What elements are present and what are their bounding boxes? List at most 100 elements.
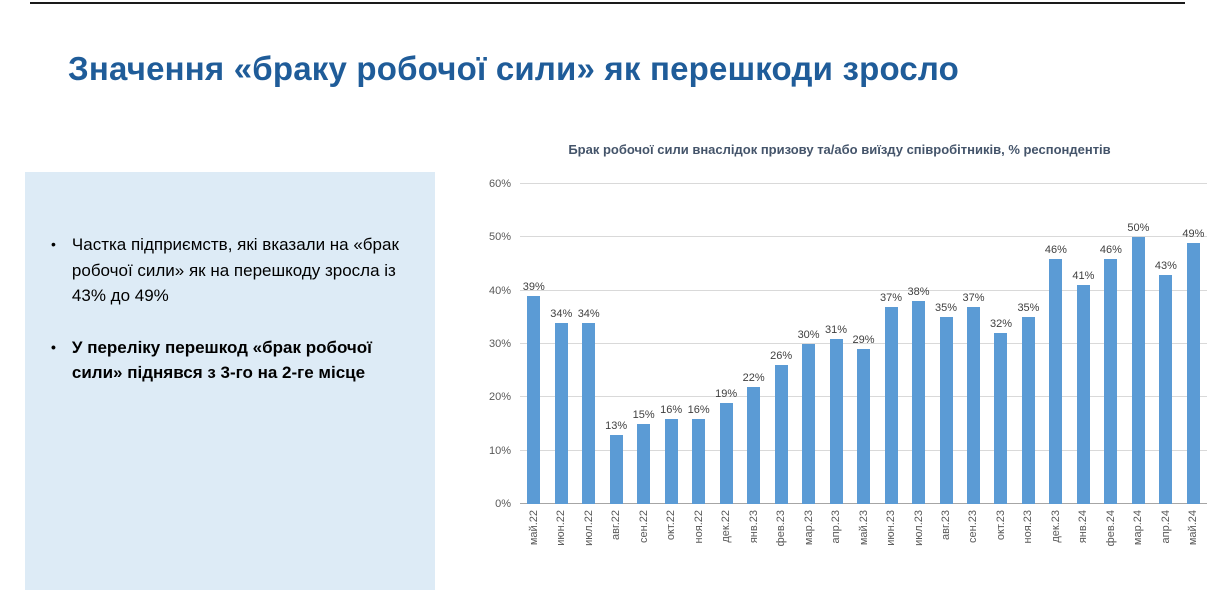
x-tick-text: фев.24 — [1104, 510, 1117, 547]
bar-мар.23: 30% — [798, 329, 820, 505]
bar-slot: 35% — [1015, 184, 1042, 505]
bar-slot: 49% — [1180, 184, 1207, 505]
x-tick-text: авг.22 — [610, 510, 623, 541]
bar-slot: 34% — [575, 184, 602, 505]
bar-slot: 35% — [932, 184, 959, 505]
x-tick-label: сен.22 — [630, 510, 657, 570]
y-tick-label: 50% — [488, 231, 511, 244]
x-tick-label: июл.23 — [905, 510, 932, 570]
bar-slot: 13% — [602, 184, 629, 505]
x-tick-label: окт.23 — [987, 510, 1014, 570]
bar-июн.23: 37% — [880, 292, 902, 505]
bar-slot: 37% — [877, 184, 904, 505]
bar-value-label: 41% — [1072, 270, 1095, 283]
bullet-item: • Частка підприємств, які вказали на «бра… — [51, 232, 407, 309]
bar-slot: 32% — [987, 184, 1014, 505]
x-tick-text: дек.22 — [720, 510, 733, 543]
x-tick-text: май.24 — [1187, 510, 1200, 546]
x-tick-text: авг.23 — [940, 510, 952, 541]
x-tick-text: дек.23 — [1049, 510, 1062, 543]
bar-май.22: 39% — [523, 281, 545, 505]
bar-slot: 16% — [685, 184, 712, 505]
bar-value-label: 31% — [825, 323, 848, 336]
x-tick-text: окт.22 — [665, 510, 678, 541]
bar-slot: 15% — [630, 184, 657, 505]
bar-окт.22: 16% — [660, 404, 682, 505]
x-tick-text: фев.23 — [775, 510, 788, 547]
bar-value-label: 39% — [522, 281, 545, 294]
bar-авг.22: 13% — [605, 420, 627, 505]
gridline — [520, 343, 1207, 345]
x-tick-text: сен.22 — [637, 510, 650, 544]
x-tick-label: май.23 — [850, 510, 877, 570]
bar-апр.24: 43% — [1155, 260, 1177, 505]
gridline — [520, 236, 1207, 238]
x-tick-label: дек.23 — [1042, 510, 1069, 570]
bar-июн.22: 34% — [550, 308, 572, 505]
x-tick-text: июл.23 — [912, 510, 925, 547]
bar-slot: 19% — [712, 184, 739, 505]
bar-мар.24: 50% — [1127, 222, 1149, 505]
bar-сен.22: 15% — [633, 409, 655, 505]
bar-value-label: 43% — [1154, 259, 1177, 272]
x-tick-label: янв.24 — [1070, 510, 1097, 570]
x-tick-label: мар.24 — [1125, 510, 1152, 570]
bar-slot: 34% — [547, 184, 574, 505]
bar-value-label: 49% — [1182, 227, 1205, 240]
gridline — [520, 183, 1207, 185]
bar-slot: 29% — [850, 184, 877, 505]
bar-сен.23: 37% — [962, 292, 985, 505]
x-tick-label: ноя.22 — [685, 510, 712, 570]
bar-ноя.22: 16% — [688, 404, 710, 505]
x-tick-text: янв.24 — [1077, 510, 1090, 544]
bar-май.24: 49% — [1182, 228, 1204, 505]
bar-value-label: 29% — [852, 334, 875, 347]
x-tick-label: янв.23 — [740, 510, 767, 570]
x-tick-label: дек.22 — [712, 510, 739, 570]
bar-value-label: 15% — [632, 409, 655, 422]
bar-slot: 37% — [960, 184, 987, 505]
bar-value-label: 46% — [1044, 243, 1067, 256]
bar-дек.23: 46% — [1045, 244, 1067, 505]
x-tick-label: июн.23 — [877, 510, 904, 570]
bar-slot: 38% — [905, 184, 932, 505]
x-tick-label: авг.23 — [932, 510, 959, 570]
x-tick-text: ноя.22 — [692, 510, 705, 544]
bar-slot: 41% — [1070, 184, 1097, 505]
bar-value-label: 32% — [989, 318, 1012, 331]
bar-slot: 30% — [795, 184, 822, 505]
x-axis: май.22 июн.22 июл.22 авг.22 сен.22 окт.22 ноя.… — [520, 504, 1207, 570]
y-tick-label: 20% — [488, 391, 511, 404]
page-title: Значення «браку робочої сили» як перешко… — [68, 50, 960, 87]
bullet-marker: • — [51, 236, 56, 252]
x-tick-label: апр.23 — [822, 510, 849, 570]
y-tick-label: 10% — [488, 444, 511, 457]
x-tick-label: фев.24 — [1097, 510, 1124, 570]
bar-апр.23: 31% — [825, 324, 847, 505]
bar-value-label: 37% — [962, 291, 985, 304]
x-tick-label: июн.22 — [547, 510, 574, 570]
bar-value-label: 50% — [1127, 222, 1150, 235]
x-tick-text: июн.23 — [885, 510, 898, 546]
x-tick-text: апр.23 — [830, 510, 843, 544]
y-tick-label: 60% — [488, 178, 511, 191]
bar-янв.23: 22% — [743, 372, 765, 505]
x-tick-label: мар.23 — [795, 510, 822, 570]
y-tick-label: 30% — [488, 338, 511, 351]
x-tick-text: ноя.23 — [1022, 510, 1035, 544]
chart-title: Брак робочої сили внаслідок призову та/а… — [568, 142, 1111, 157]
bar-slot: 46% — [1042, 184, 1069, 505]
bar-янв.24: 41% — [1072, 270, 1094, 505]
x-tick-text: июл.22 — [582, 510, 595, 547]
bar-slot: 39% — [520, 184, 547, 505]
bars-container: 39% 34% 34% 13% 15% 16% 16% 19% 22% 26% 30% 31% 29% 3… — [520, 184, 1207, 505]
y-tick-label: 40% — [488, 284, 511, 297]
bar-value-label: 46% — [1099, 243, 1122, 256]
bar-авг.23: 35% — [935, 302, 957, 505]
bar-ноя.23: 35% — [1017, 302, 1039, 505]
x-tick-label: май.22 — [520, 510, 547, 570]
bullet-marker: • — [51, 338, 56, 355]
bar-value-label: 26% — [770, 350, 793, 363]
x-tick-label: сен.23 — [960, 510, 987, 570]
x-tick-label: фев.23 — [767, 510, 794, 570]
